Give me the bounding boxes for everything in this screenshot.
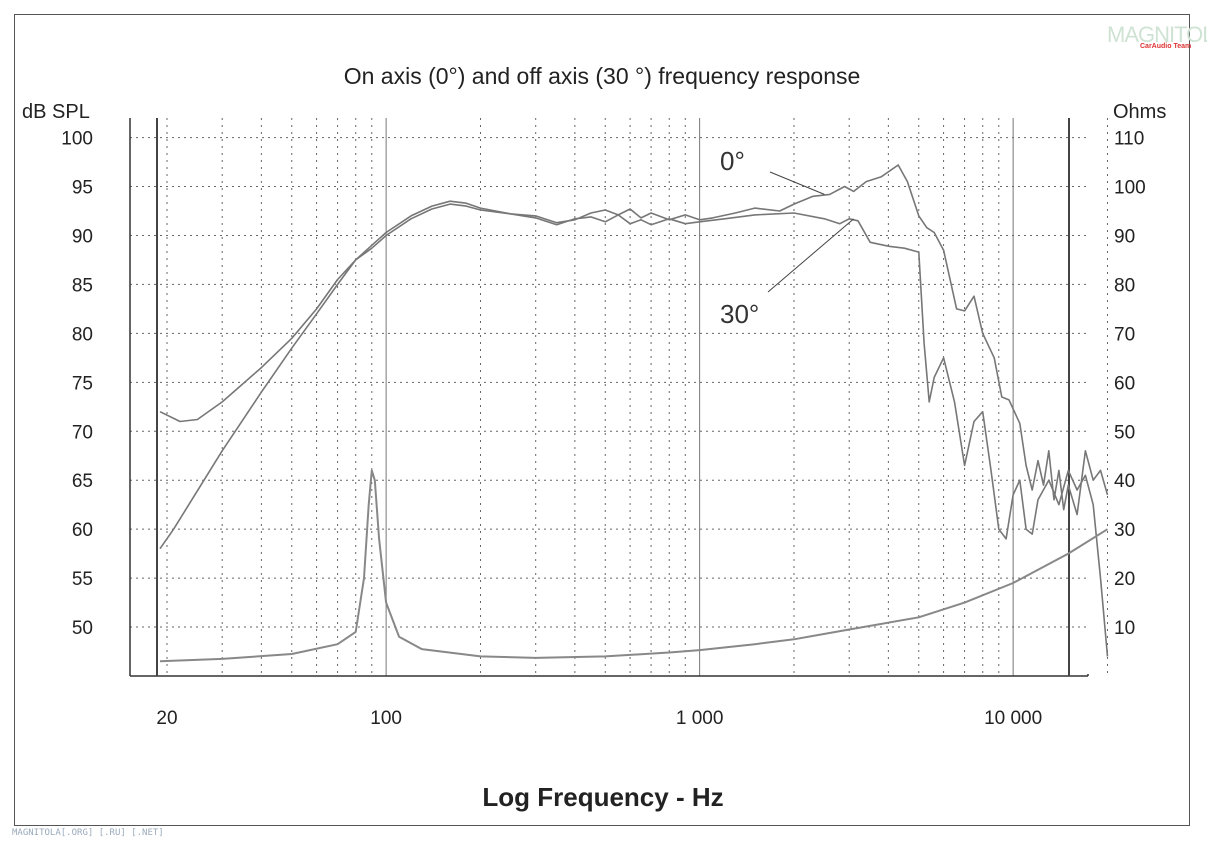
- chart-title: On axis (0°) and off axis (30 °) frequen…: [344, 63, 861, 89]
- y-left-tick-label: 95: [72, 178, 93, 199]
- y-right-tick-label: 60: [1114, 373, 1135, 394]
- y-left-tick-label: 75: [72, 373, 93, 394]
- x-tick-labels: 20 100 1 000 10 000: [156, 708, 1042, 729]
- y-left-tick-labels: 100 95 90 85 80 75 70 65 60 55 50: [61, 129, 93, 639]
- spl-series-line-0: [159, 164, 1109, 516]
- x-tick-label: 10 000: [984, 708, 1042, 729]
- y-left-tick-label: 55: [72, 569, 93, 590]
- y-left-tick-label: 60: [72, 520, 93, 541]
- y-left-tick-label: 90: [72, 226, 93, 247]
- y-right-tick-label: 40: [1114, 471, 1135, 492]
- x-tick-label: 1 000: [676, 708, 724, 729]
- annotation-label: 0°: [720, 146, 745, 176]
- y-left-tick-label: 80: [72, 324, 93, 345]
- y-right-tick-label: 70: [1114, 324, 1135, 345]
- spl-series-line-1: [159, 203, 1109, 657]
- watermark-logo-subtitle: CarAudio Team: [1140, 43, 1191, 50]
- y-left-tick-label: 70: [72, 422, 93, 443]
- annotation-leader-line: [769, 171, 825, 195]
- y-right-tick-label: 20: [1114, 569, 1135, 590]
- impedance-series-line: [159, 469, 1109, 663]
- axes: [129, 118, 1089, 677]
- annotation-leader-line: [767, 218, 854, 293]
- y-right-tick-label: 110: [1114, 129, 1144, 150]
- y-left-tick-label: 65: [72, 471, 93, 492]
- grid: [130, 118, 1108, 676]
- x-axis-title: Log Frequency - Hz: [482, 782, 723, 812]
- y-right-tick-labels: 110 100 90 80 70 60 50 40 30 20 10: [1114, 129, 1146, 639]
- watermark-footer: MAGNITOLA[.ORG] [.RU] [.NET]: [12, 828, 164, 838]
- y-left-tick-label: 100: [61, 129, 93, 150]
- y-right-tick-label: 90: [1114, 226, 1135, 247]
- annotations: 0° 30°: [720, 146, 854, 329]
- y-axis-left-title: dB SPL: [22, 101, 90, 123]
- y-right-tick-label: 100: [1114, 178, 1146, 199]
- annotation-label: 30°: [720, 299, 759, 329]
- y-axis-right-title: Ohms: [1113, 101, 1166, 123]
- y-left-tick-label: 85: [72, 275, 93, 296]
- y-right-tick-label: 80: [1114, 275, 1135, 296]
- x-tick-label: 20: [156, 708, 177, 729]
- series-lines: [159, 164, 1109, 663]
- y-right-tick-label: 10: [1114, 618, 1135, 639]
- y-right-tick-label: 30: [1114, 520, 1135, 541]
- y-right-tick-label: 50: [1114, 422, 1135, 443]
- chart-frame: [14, 14, 1190, 826]
- y-left-tick-label: 50: [72, 618, 93, 639]
- watermark-logo: MAGNITOLA: [1107, 22, 1207, 47]
- x-tick-label: 100: [370, 708, 402, 729]
